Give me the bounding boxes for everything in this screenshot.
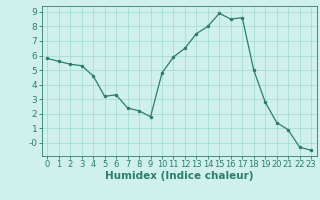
X-axis label: Humidex (Indice chaleur): Humidex (Indice chaleur)	[105, 171, 253, 181]
